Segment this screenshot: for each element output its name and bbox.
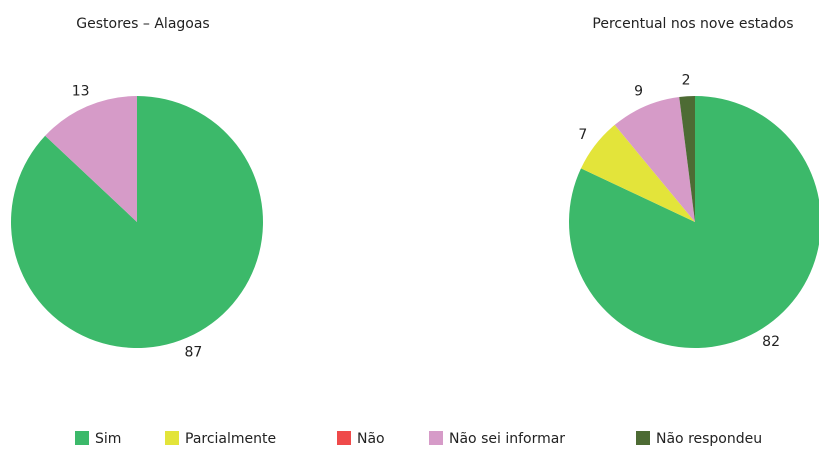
pie-slice bbox=[569, 96, 819, 348]
data-label: 82 bbox=[762, 334, 780, 350]
chart-title: Gestores – Alagoas bbox=[76, 16, 209, 32]
pie-slice bbox=[679, 96, 695, 222]
data-label: 9 bbox=[634, 84, 643, 100]
legend-swatch bbox=[636, 431, 650, 445]
legend-swatch bbox=[165, 431, 179, 445]
data-label: 7 bbox=[578, 127, 587, 143]
legend-swatch bbox=[429, 431, 443, 445]
data-label: 2 bbox=[682, 72, 691, 88]
legend-label: Sim bbox=[95, 431, 121, 447]
legend-swatch bbox=[337, 431, 351, 445]
data-label: 87 bbox=[184, 344, 202, 360]
pie-slice bbox=[45, 96, 138, 222]
legend-swatch bbox=[75, 431, 89, 445]
pie-slice bbox=[10, 96, 264, 348]
data-label: 13 bbox=[72, 84, 90, 100]
legend-label: Não bbox=[357, 431, 385, 447]
chart-title: Percentual nos nove estados bbox=[592, 16, 793, 32]
pie-slice bbox=[580, 124, 695, 222]
legend-label: Não sei informar bbox=[449, 431, 565, 447]
legend-label: Não respondeu bbox=[656, 431, 762, 447]
legend-label: Parcialmente bbox=[185, 431, 276, 447]
pie-slice bbox=[614, 96, 695, 222]
